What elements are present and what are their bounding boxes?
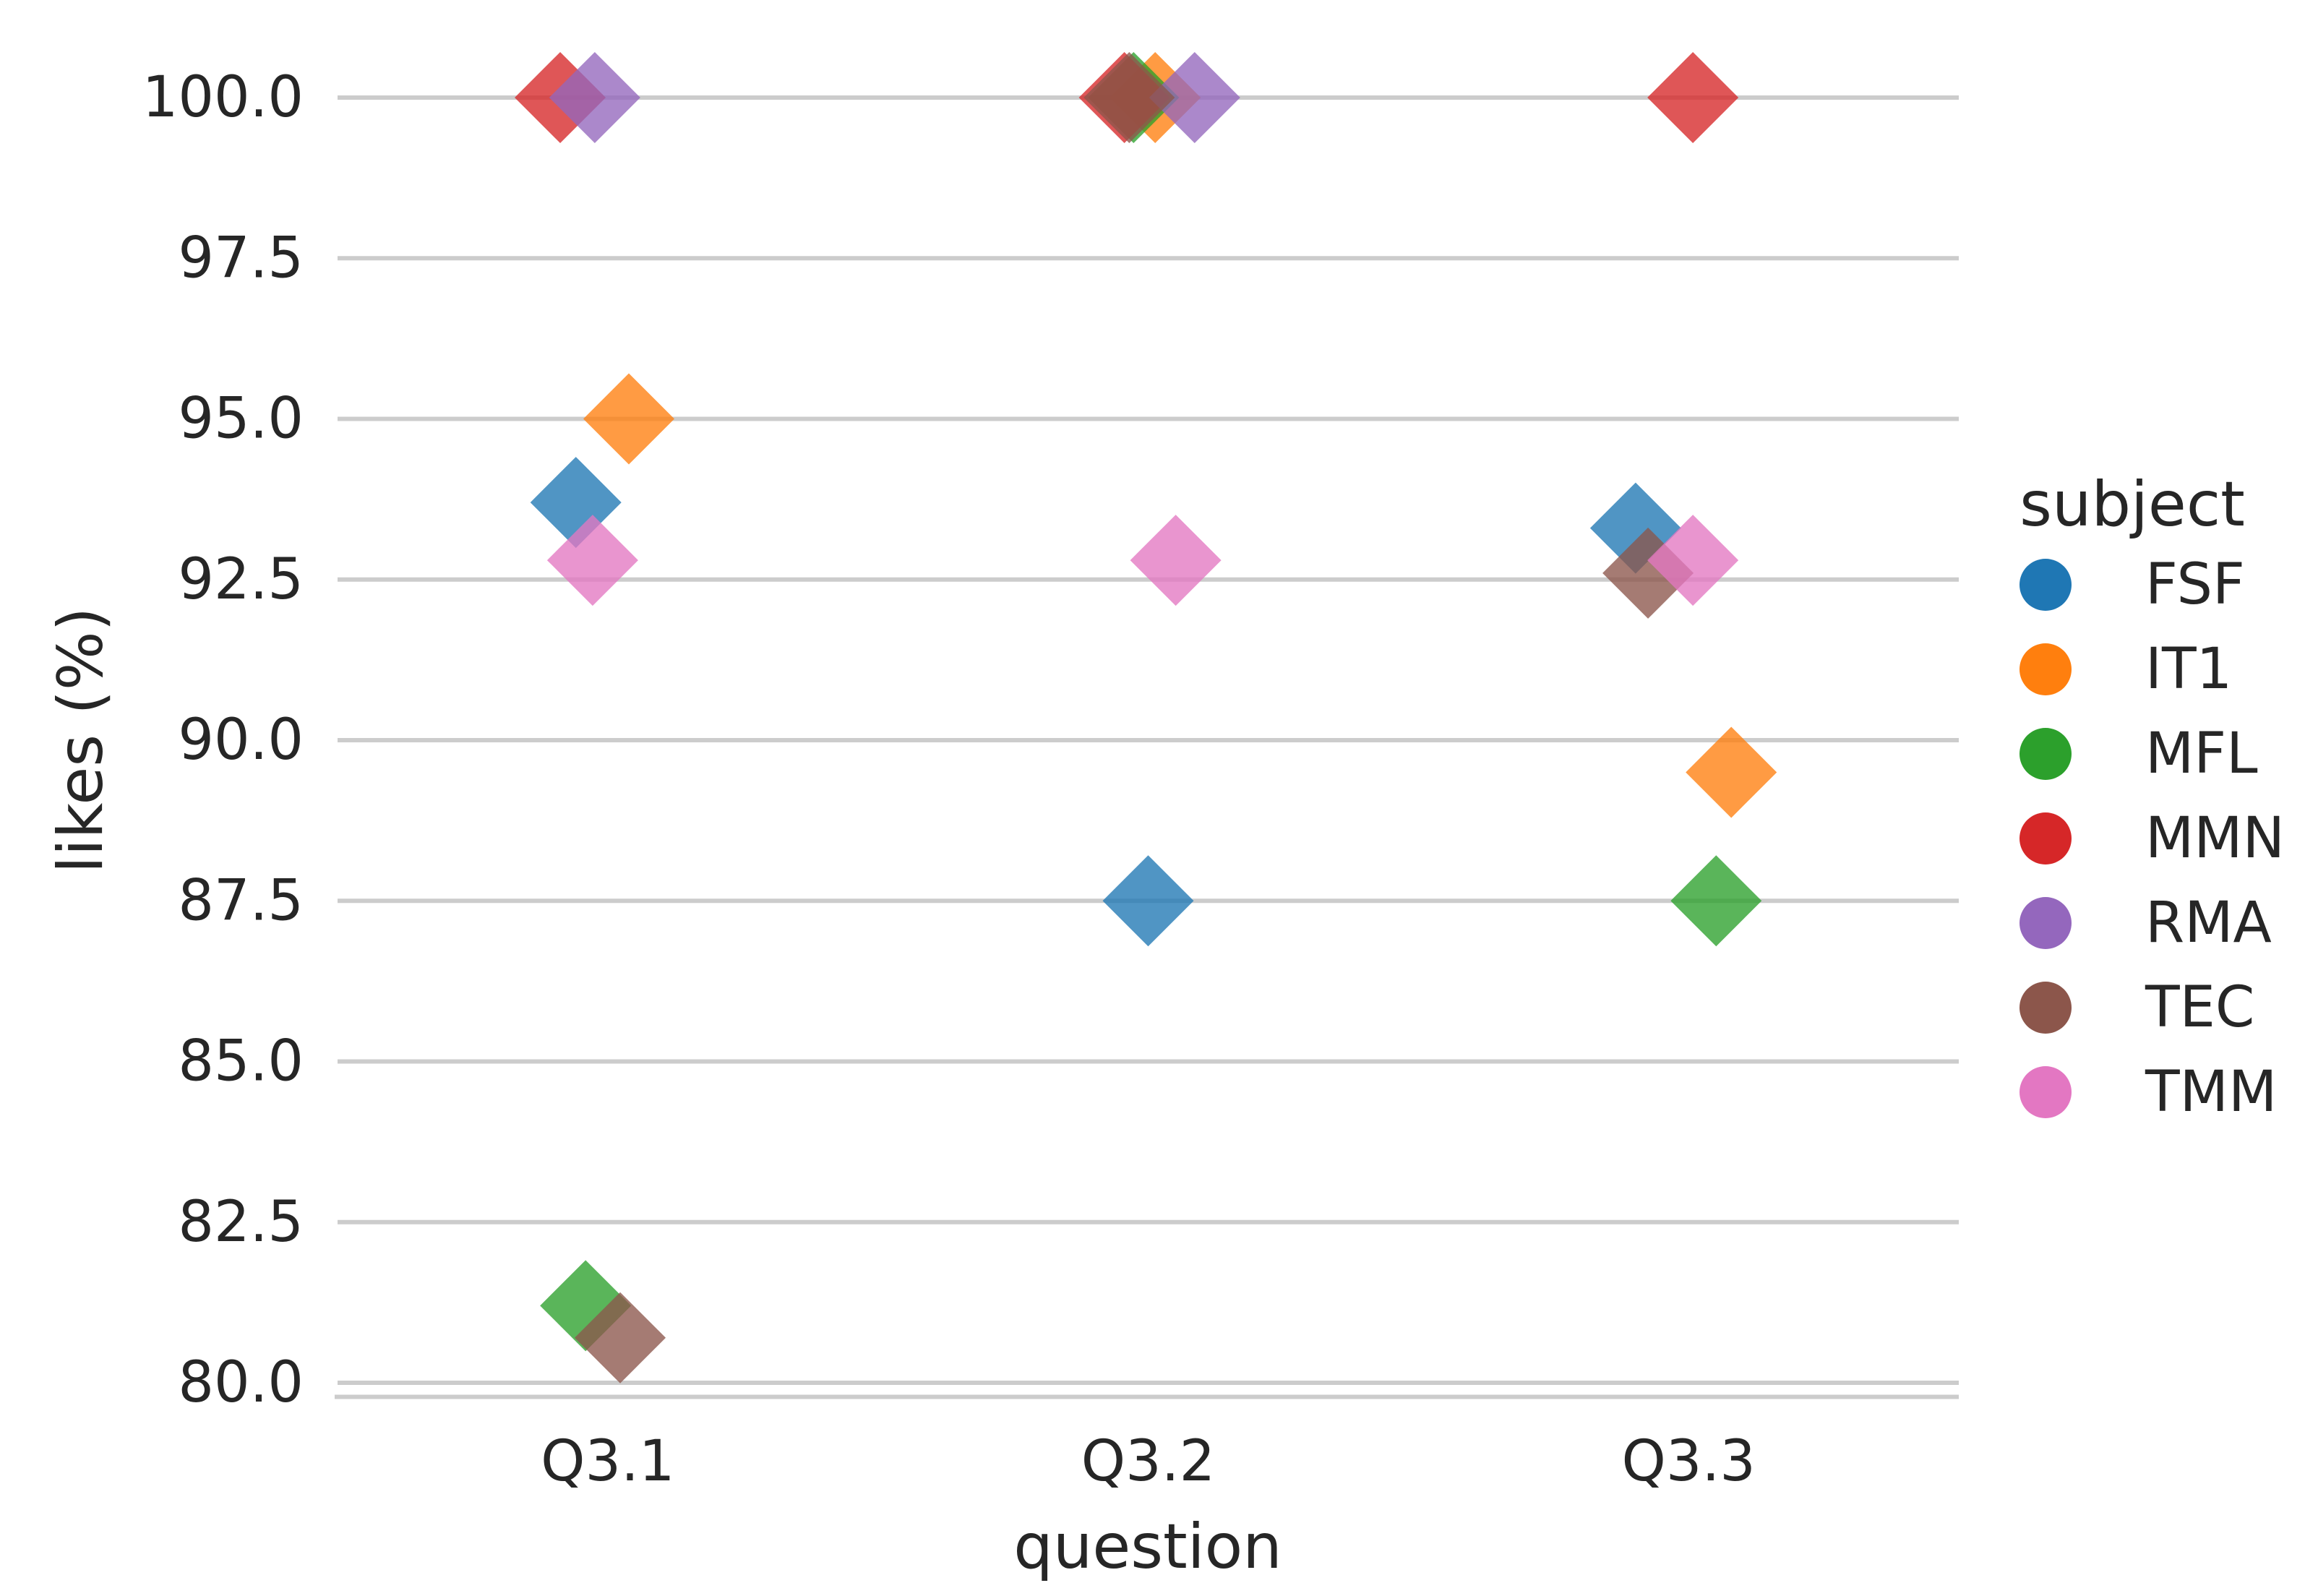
legend-item-label: MMN	[2145, 806, 2285, 871]
data-point-diamond-tec	[575, 1292, 666, 1383]
x-tick-label: Q3.3	[1621, 1429, 1755, 1494]
legend-item-mfl: MFL	[2019, 718, 2258, 790]
y-tick-label: 90.0	[178, 708, 304, 773]
legend-marker-icon	[2019, 643, 2072, 695]
legend-marker-icon	[2019, 728, 2072, 780]
legend-item-label: RMA	[2145, 891, 2272, 956]
legend-item-mmn: MMN	[2019, 802, 2285, 875]
data-point-diamond-rma	[1149, 52, 1240, 143]
x-tick-label: Q3.1	[541, 1429, 674, 1494]
legend-marker-icon	[2019, 1066, 2072, 1118]
legend-item-label: MFL	[2145, 721, 2258, 786]
legend-item-tec: TEC	[2019, 971, 2254, 1044]
legend-item-label: TMM	[2145, 1060, 2278, 1125]
legend-item-rma: RMA	[2019, 887, 2272, 959]
legend-marker-icon	[2019, 982, 2072, 1034]
data-point-diamond-mmn	[1647, 52, 1739, 143]
y-tick-label: 85.0	[178, 1029, 304, 1094]
legend-marker-icon	[2019, 559, 2072, 611]
legend-item-it1: IT1	[2019, 633, 2232, 705]
y-tick-label: 82.5	[178, 1190, 304, 1255]
data-point-diamond-tec	[1083, 52, 1175, 143]
data-point-diamond-tmm	[546, 515, 638, 606]
legend-title: subject	[2019, 468, 2245, 541]
legend-item-label: IT1	[2145, 637, 2233, 702]
y-tick-label: 80.0	[178, 1350, 304, 1415]
data-point-diamond-it1	[1686, 726, 1777, 818]
x-axis-title: question	[1013, 1511, 1282, 1583]
data-point-diamond-fsf	[1102, 855, 1194, 947]
legend-item-label: FSF	[2145, 552, 2245, 617]
legend-marker-icon	[2019, 812, 2072, 864]
legend-item-tmm: TMM	[2019, 1056, 2277, 1128]
legend-marker-icon	[2019, 897, 2072, 949]
x-tick-label: Q3.2	[1081, 1429, 1215, 1494]
legend-item-label: TEC	[2145, 975, 2255, 1040]
y-tick-label: 95.0	[178, 387, 304, 452]
data-point-diamond-rma	[549, 52, 640, 143]
y-tick-label: 100.0	[142, 65, 304, 130]
y-tick-label: 87.5	[178, 868, 304, 933]
legend-item-fsf: FSF	[2019, 549, 2245, 621]
data-point-diamond-tmm	[1647, 515, 1739, 606]
data-point-diamond-mfl	[1670, 855, 1762, 947]
data-point-diamond-tmm	[1130, 515, 1222, 606]
data-point-diamond-it1	[583, 373, 674, 465]
y-tick-label: 92.5	[178, 547, 304, 612]
y-tick-label: 97.5	[178, 226, 304, 291]
y-axis-title: likes (%)	[45, 606, 117, 874]
